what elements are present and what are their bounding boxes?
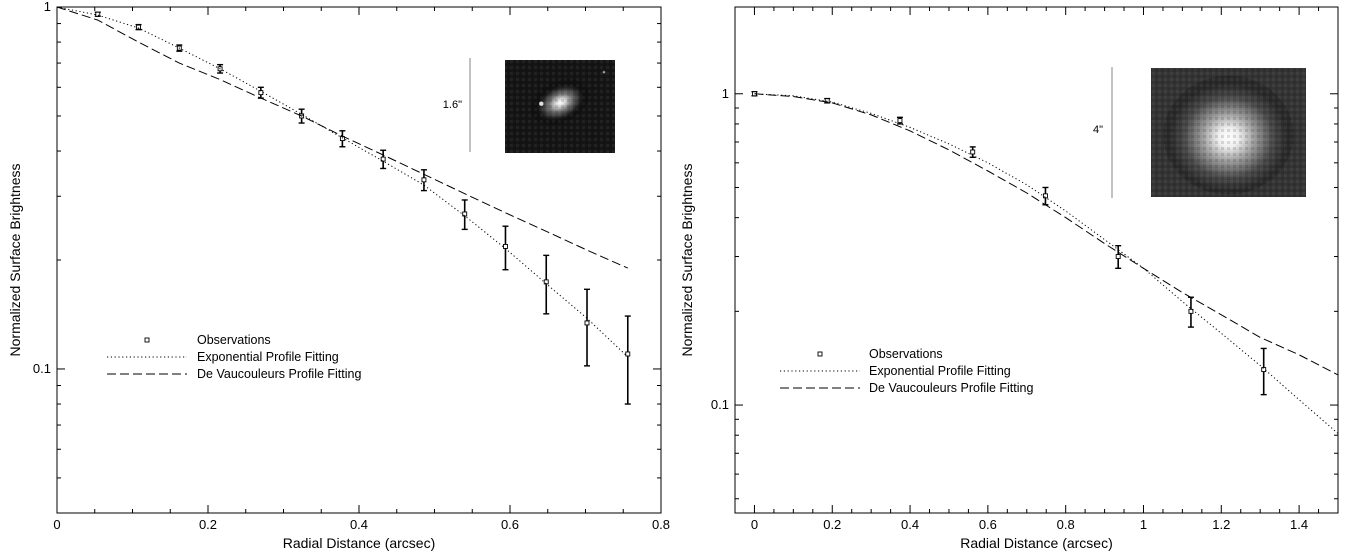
y-tick-label: 0.1 — [33, 361, 51, 376]
y-axis-title: Normalized Surface Brightness — [679, 164, 695, 357]
x-tick-label: 0 — [53, 517, 60, 532]
de-vaucouleurs-fit-line — [754, 93, 1339, 376]
chart-panel-left: 0 0.2 0.4 0.6 0.8 0.1 1 Radial Distance (arcsec… — [7, 0, 670, 551]
legend: Observations Exponential Profile Fitting D… — [107, 333, 361, 381]
observation-point — [95, 11, 101, 17]
observation-point — [897, 118, 903, 124]
galaxy-inset-image — [505, 60, 615, 153]
observation-point — [380, 156, 386, 162]
observation-point — [503, 244, 508, 249]
x-axis-title: Radial Distance (arcsec) — [960, 535, 1113, 551]
x-tick-label: 0.2 — [823, 517, 841, 532]
observation-point — [258, 90, 264, 96]
x-tick-label: 0 — [751, 517, 758, 532]
observation-point — [136, 24, 141, 30]
legend-marker — [144, 337, 150, 343]
x-tick-label: 0.6 — [979, 517, 997, 532]
x-tick-label: 0.2 — [199, 517, 217, 532]
legend-label: De Vaucouleurs Profile Fitting — [197, 367, 361, 381]
x-tick-label: 1 — [1140, 517, 1147, 532]
x-tick-label: 0.6 — [501, 517, 519, 532]
x-tick-label: 0.4 — [901, 517, 919, 532]
plot-frame — [734, 6, 1339, 514]
y-tick-label: 1 — [722, 86, 729, 101]
legend-marker — [817, 351, 823, 357]
scale-bar-label: 1.6" — [443, 99, 462, 111]
observation-point — [543, 279, 549, 285]
observation-point — [1115, 254, 1121, 259]
observation-point — [421, 177, 427, 183]
exponential-fit-line — [56, 6, 629, 358]
legend-label: Observations — [869, 347, 943, 361]
y-tick-label: 0.1 — [711, 397, 729, 412]
legend-label: Exponential Profile Fitting — [869, 364, 1011, 378]
galaxy-inset-image — [1151, 68, 1306, 197]
legend: Observations Exponential Profile Fitting D… — [780, 347, 1033, 395]
x-tick-label: 0.8 — [1057, 517, 1075, 532]
y-tick-label: 1 — [44, 0, 51, 14]
legend-label: De Vaucouleurs Profile Fitting — [869, 381, 1033, 395]
chart-panel-right: 0 0.2 0.4 0.6 0.8 1 1.2 1.4 0.1 1 Radial Distance … — [679, 6, 1339, 551]
observation-point — [584, 320, 590, 326]
observation-point — [970, 149, 976, 155]
observation-point — [625, 351, 631, 357]
observation-point — [1188, 308, 1194, 314]
observation-point — [1261, 367, 1267, 373]
legend-label: Observations — [197, 333, 271, 347]
observation-point — [1042, 193, 1048, 199]
de-vaucouleurs-fit-line — [56, 6, 629, 269]
x-tick-label: 1.4 — [1290, 517, 1308, 532]
observation-point — [462, 211, 468, 217]
observation-point — [824, 98, 830, 104]
x-axis-title: Radial Distance (arcsec) — [283, 535, 436, 551]
x-tick-label: 0.8 — [652, 517, 670, 532]
x-tick-label: 1.2 — [1212, 517, 1230, 532]
scale-bar-label: 4" — [1093, 124, 1103, 136]
y-axis-title: Normalized Surface Brightness — [7, 164, 23, 357]
inset-pixel-noise — [505, 60, 615, 153]
x-tick-label: 0.4 — [350, 517, 368, 532]
inset-pixel-noise — [1151, 68, 1306, 197]
legend-label: Exponential Profile Fitting — [197, 350, 339, 364]
